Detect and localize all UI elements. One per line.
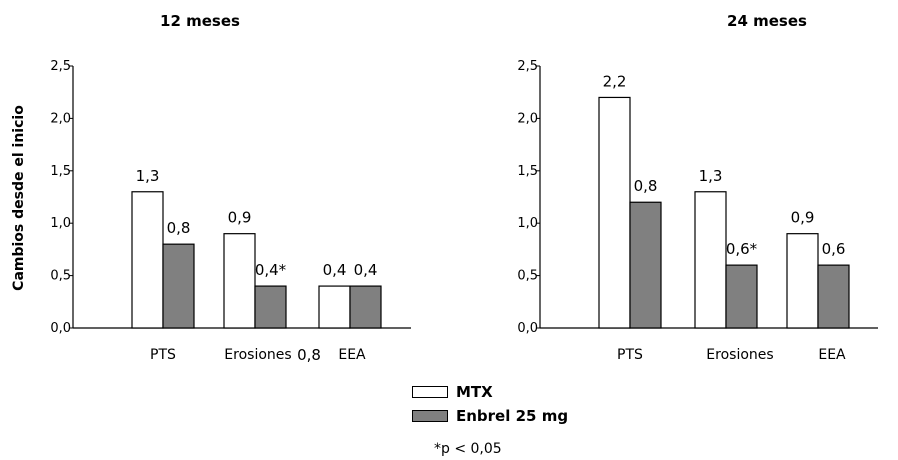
y-tick-label: 2,5 (517, 59, 538, 74)
data-label: 0,4 (354, 261, 378, 279)
category-label: EEA (338, 347, 366, 363)
data-label: 0,9 (791, 209, 815, 227)
y-tick-label: 2,0 (517, 111, 538, 126)
data-label: 1,3 (136, 167, 160, 185)
y-tick-label: 0,5 (50, 269, 71, 284)
data-label: 1,3 (699, 167, 723, 185)
y-tick-label: 1,5 (50, 164, 71, 179)
bar-mtx (318, 285, 351, 329)
legend-label-mtx: MTX (456, 383, 493, 401)
category-label: Erosiones (224, 347, 291, 363)
legend-swatch-enbrel (412, 410, 448, 422)
bar-mtx (598, 96, 631, 329)
y-tick-label: 1,5 (517, 164, 538, 179)
category-label: EEA (818, 347, 846, 363)
data-label: 0,6 (822, 240, 846, 258)
legend-swatch-mtx (412, 386, 448, 398)
bar-mtx (223, 233, 256, 329)
y-tick-label: 2,5 (50, 59, 71, 74)
bar-enbrel (725, 264, 758, 329)
y-tick-label: 2,0 (50, 111, 71, 126)
bar-mtx (694, 191, 727, 329)
data-label: 0,4* (255, 261, 287, 279)
data-label: 0,9 (228, 209, 252, 227)
bar-enbrel (162, 243, 195, 329)
data-label: 0,4 (323, 261, 347, 279)
y-tick-label: 1,0 (517, 216, 538, 231)
y-axis-title: Cambios desde el inicio (11, 105, 27, 291)
bar-enbrel (629, 201, 662, 329)
bar-mtx (131, 191, 164, 329)
data-label: 0,8 (167, 219, 191, 237)
data-label: 0,8 (634, 177, 658, 195)
category-label: Erosiones (706, 347, 773, 363)
bar-enbrel (817, 264, 850, 329)
y-tick-label: 1,0 (50, 216, 71, 231)
category-label: PTS (150, 347, 176, 363)
data-label: 2,2 (603, 72, 627, 90)
chart-canvas: 12 meses 0,0 0,5 1,0 1,5 2,0 2,5 1,3 0,8 0,9 0,4* 0… (11, 12, 878, 364)
legend-label-enbrel: Enbrel 25 mg (456, 407, 569, 425)
bar-enbrel (254, 285, 287, 329)
category-label: PTS (617, 347, 643, 363)
legend: MTX Enbrel 25 mg (412, 383, 632, 427)
chart-title-2: 24 meses (727, 12, 807, 30)
bar-enbrel (349, 285, 382, 329)
y-tick-label: 0,5 (517, 269, 538, 284)
y-tick-label: 0,0 (517, 321, 538, 336)
bar-mtx (786, 233, 819, 329)
extra-value-label: 0,8 (297, 346, 321, 364)
y-tick-label: 0,0 (50, 321, 71, 336)
data-label: 0,6* (726, 240, 758, 258)
footnote-significance: *p < 0,05 (434, 441, 502, 457)
chart-title-1: 12 meses (160, 12, 240, 30)
